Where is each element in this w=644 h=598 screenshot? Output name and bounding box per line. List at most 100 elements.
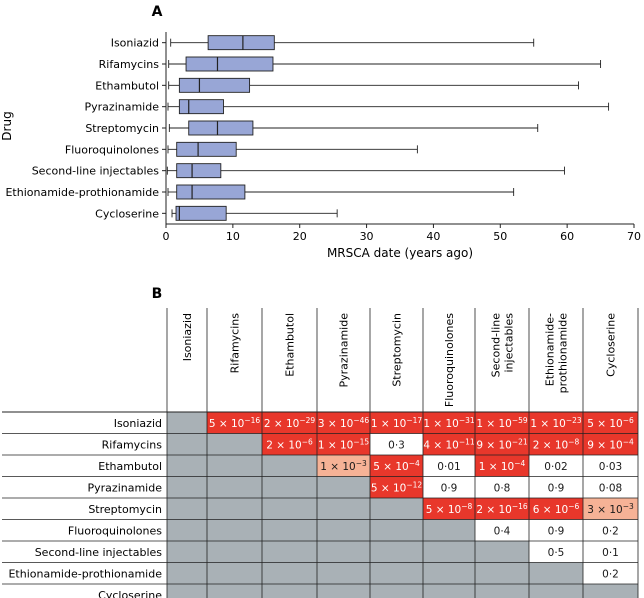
blank-cell <box>207 541 262 563</box>
pvalue-cell-bg <box>529 433 583 455</box>
row-label: Pyrazinamide <box>88 481 163 494</box>
pvalue-cell: 6 × 10−6 <box>533 502 580 516</box>
blank-cell <box>423 562 475 584</box>
pvalue-cell: 1 × 10−31 <box>423 416 475 430</box>
blank-cell <box>317 498 370 520</box>
pvalue-cell-bg <box>475 455 529 477</box>
pvalue-cell-bg <box>583 455 638 477</box>
blank-cell <box>370 498 423 520</box>
blank-cell <box>207 476 262 498</box>
pvalue-cell: 0·01 <box>437 461 460 473</box>
pvalue-cell-bg <box>475 519 529 541</box>
pvalue-cell-bg <box>423 498 475 520</box>
pvalue-cell: 1 × 10−17 <box>371 416 423 430</box>
x-tick-label: 0 <box>163 230 170 243</box>
x-tick-label: 30 <box>360 230 374 243</box>
blank-cell <box>317 519 370 541</box>
blank-cell <box>207 562 262 584</box>
box-iqr <box>175 205 227 221</box>
pvalue-cell-bg <box>529 412 583 434</box>
x-tick-label: 40 <box>426 230 440 243</box>
pvalue-cell: 3 × 10−46 <box>318 416 370 430</box>
pvalue-cell-bg <box>370 433 423 455</box>
pvalue-cell: 1 × 10−4 <box>479 459 526 473</box>
blank-cell <box>207 455 262 477</box>
row-label: Fluoroquinolones <box>68 524 162 537</box>
blank-cell <box>317 541 370 563</box>
blank-cell <box>262 541 317 563</box>
pvalue-cell: 0·9 <box>548 525 565 537</box>
blank-cell <box>529 584 583 598</box>
column-header: Cycloserine <box>605 313 618 377</box>
pvalue-cell-bg <box>317 412 370 434</box>
box-iqr <box>185 56 274 72</box>
category-label: Fluoroquinolones <box>65 143 159 156</box>
pvalue-cell: 0·4 <box>494 525 511 537</box>
panel-a-boxplot: A Drug MRSCA date (years ago) 0 10 20 30 40 5… <box>0 4 641 260</box>
blank-cell <box>207 433 262 455</box>
pvalue-cell-bg <box>423 433 475 455</box>
blank-cell <box>207 498 262 520</box>
category-label: Rifamycins <box>99 58 160 71</box>
x-tick-label: 10 <box>226 230 240 243</box>
pvalue-cell: 0·2 <box>602 568 619 580</box>
pvalue-cell-bg <box>529 519 583 541</box>
pvalue-cell: 1 × 10−23 <box>530 416 582 430</box>
blank-cell <box>529 562 583 584</box>
pvalue-cell: 5 × 10−16 <box>209 416 261 430</box>
blank-cell <box>423 584 475 598</box>
box-iqr <box>178 99 224 115</box>
column-header: Streptomycin <box>391 313 404 387</box>
pvalue-cell-bg <box>475 498 529 520</box>
pvalue-cell: 5 × 10−4 <box>373 459 420 473</box>
pvalue-cell: 9 × 10−21 <box>476 437 528 451</box>
blank-cell <box>370 584 423 598</box>
column-header: Rifamycins <box>229 313 242 374</box>
pvalue-cell-bg <box>475 412 529 434</box>
blank-cell <box>207 519 262 541</box>
pvalue-cell: 1 × 10−59 <box>476 416 528 430</box>
category-label: Pyrazinamide <box>85 101 160 114</box>
blank-cell <box>262 498 317 520</box>
column-header: Ethionamide- <box>544 313 557 386</box>
pvalue-cell: 0·3 <box>388 439 405 451</box>
blank-cell <box>423 519 475 541</box>
pvalue-cell-bg <box>475 476 529 498</box>
x-tick-label: 20 <box>293 230 307 243</box>
blank-cell <box>262 476 317 498</box>
blank-cell <box>317 584 370 598</box>
row-label: Streptomycin <box>88 503 162 516</box>
blank-cell <box>317 476 370 498</box>
pvalue-cell-bg <box>529 455 583 477</box>
pvalue-cell: 1 × 10−3 <box>320 459 367 473</box>
pvalue-cell-bg <box>583 412 638 434</box>
pvalue-cell-bg <box>370 476 423 498</box>
category-label: Isoniazid <box>111 37 159 50</box>
blank-cell <box>370 519 423 541</box>
x-tick-label: 70 <box>627 230 641 243</box>
box-iqr <box>176 184 246 200</box>
row-label: Isoniazid <box>114 417 162 430</box>
pvalue-cell: 0·8 <box>494 482 511 494</box>
blank-cell <box>262 455 317 477</box>
pvalue-cell-bg <box>583 519 638 541</box>
pvalue-cell: 2 × 10−8 <box>533 437 580 451</box>
pvalue-cell: 0·08 <box>599 482 622 494</box>
pvalue-cell: 1 × 10−15 <box>318 437 370 451</box>
pvalue-cell: 0·9 <box>441 482 458 494</box>
row-label: Rifamycins <box>102 438 163 451</box>
blank-cell <box>167 519 207 541</box>
pvalue-cell: 2 × 10−16 <box>476 502 528 516</box>
blank-cell <box>370 541 423 563</box>
y-axis-title: Drug <box>0 111 14 140</box>
blank-cell <box>475 584 529 598</box>
pvalue-cell-bg <box>423 412 475 434</box>
pvalue-cell-bg <box>583 476 638 498</box>
column-header: Pyrazinamide <box>338 313 351 388</box>
box-iqr <box>176 141 237 157</box>
pvalue-cell-bg <box>262 412 317 434</box>
row-label: Ethionamide-prothionamide <box>8 567 162 580</box>
pvalue-cell-bg <box>583 498 638 520</box>
panel-a-label: A <box>152 4 163 20</box>
